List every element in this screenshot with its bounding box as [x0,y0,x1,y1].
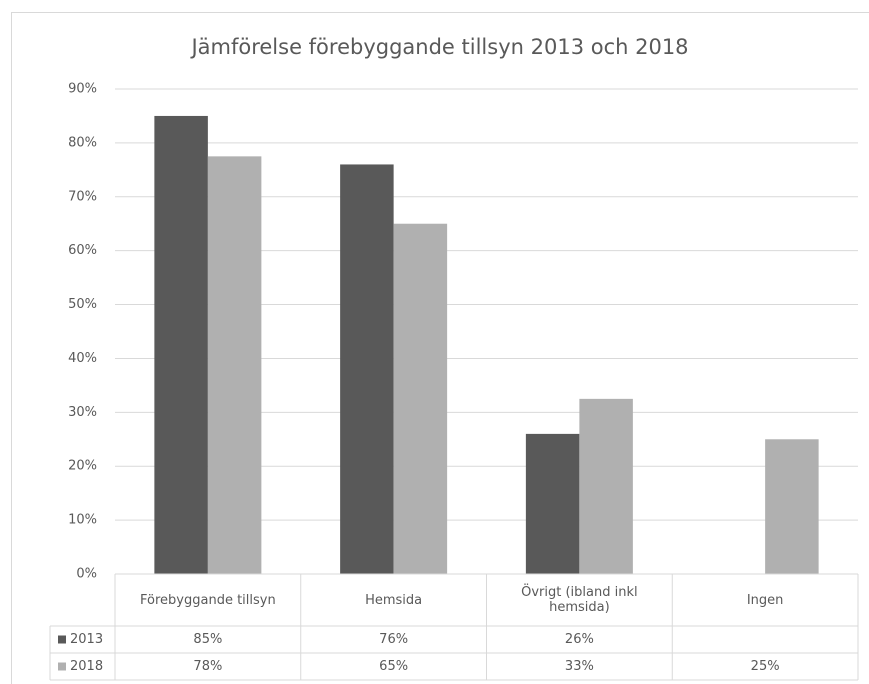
data-label: 25% [751,659,780,674]
category-cell: Övrigt (ibland inkl hemsida) [521,585,638,615]
data-label: 65% [379,659,408,674]
data-label: 85% [193,632,222,647]
data-label: 33% [565,659,594,674]
bar [393,223,448,574]
bar [340,164,394,574]
legend-label: 2018 [70,659,103,674]
y-tick-label: 10% [68,513,97,528]
data-label: 78% [193,659,222,674]
bar [154,115,208,574]
legend-swatch [58,635,66,644]
x-tick-label: Övrigt (ibland inkl hemsida) [521,585,638,615]
x-tick-label: Ingen [746,592,784,608]
legend-label: 2013 [70,632,103,647]
y-tick-label: 30% [68,405,97,420]
y-tick-label: 80% [68,135,97,150]
category-cell: Förebyggande tillsyn [140,592,276,608]
category-cell: Hemsida [365,592,423,608]
data-label: 26% [565,632,594,647]
x-tick-label: Hemsida [365,592,423,608]
y-tick-label: 60% [68,243,97,258]
y-tick-label: 50% [68,297,97,312]
bar [207,156,262,574]
chart-title: Jämförelse förebyggande tillsyn 2013 och… [189,35,688,59]
y-tick-label: 0% [76,567,97,582]
y-tick-label: 20% [68,459,97,474]
bar [765,439,819,574]
data-label: 76% [379,632,408,647]
y-tick-label: 40% [68,351,97,366]
y-tick-label: 90% [68,82,97,97]
bar [525,433,580,574]
legend-swatch [58,662,66,671]
category-cell: Ingen [746,592,784,608]
y-tick-label: 70% [68,189,97,204]
x-tick-label: Förebyggande tillsyn [140,592,276,608]
bar [579,398,633,574]
